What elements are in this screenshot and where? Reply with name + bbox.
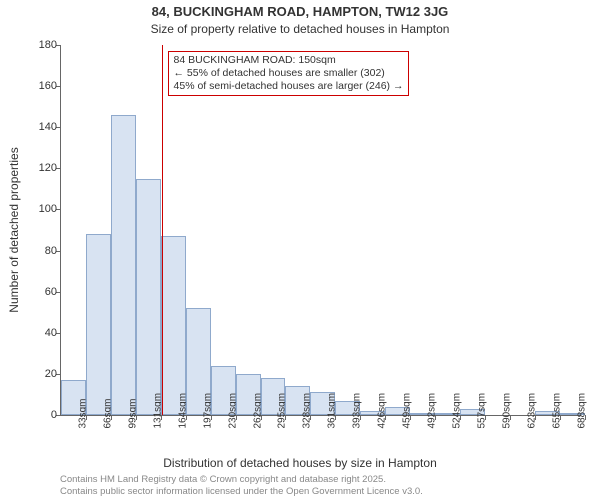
- chart-container: 84, BUCKINGHAM ROAD, HAMPTON, TW12 3JG S…: [0, 0, 600, 500]
- y-axis-label: Number of detached properties: [7, 147, 21, 312]
- y-tick-label: 180: [27, 39, 57, 51]
- y-tick-label: 80: [27, 245, 57, 257]
- footer-attribution: Contains HM Land Registry data © Crown c…: [60, 474, 423, 498]
- y-tick-label: 120: [27, 162, 57, 174]
- footer-line-2: Contains public sector information licen…: [60, 486, 423, 498]
- histogram-bar: [111, 115, 136, 415]
- y-tick-label: 100: [27, 203, 57, 215]
- x-axis-label: Distribution of detached houses by size …: [0, 456, 600, 470]
- y-tick-label: 20: [27, 368, 57, 380]
- annotation-box: 84 BUCKINGHAM ROAD: 150sqm← 55% of detac…: [168, 51, 410, 96]
- annotation-line-1: 84 BUCKINGHAM ROAD: 150sqm: [174, 54, 404, 67]
- footer-line-1: Contains HM Land Registry data © Crown c…: [60, 474, 423, 486]
- histogram-bar: [161, 236, 186, 415]
- annotation-line-3: 45% of semi-detached houses are larger (…: [174, 80, 404, 93]
- y-tick-label: 140: [27, 121, 57, 133]
- reference-line: [162, 45, 164, 415]
- plot-area: 02040608010012014016018033sqm66sqm99sqm1…: [60, 45, 581, 416]
- title-sub: Size of property relative to detached ho…: [0, 22, 600, 36]
- y-tick-label: 160: [27, 80, 57, 92]
- annotation-line-2: ← 55% of detached houses are smaller (30…: [174, 67, 404, 80]
- title-main: 84, BUCKINGHAM ROAD, HAMPTON, TW12 3JG: [0, 4, 600, 19]
- histogram-bar: [86, 234, 111, 415]
- y-tick-label: 60: [27, 286, 57, 298]
- y-tick-label: 0: [27, 409, 57, 421]
- y-tick-label: 40: [27, 327, 57, 339]
- histogram-bar: [136, 179, 161, 415]
